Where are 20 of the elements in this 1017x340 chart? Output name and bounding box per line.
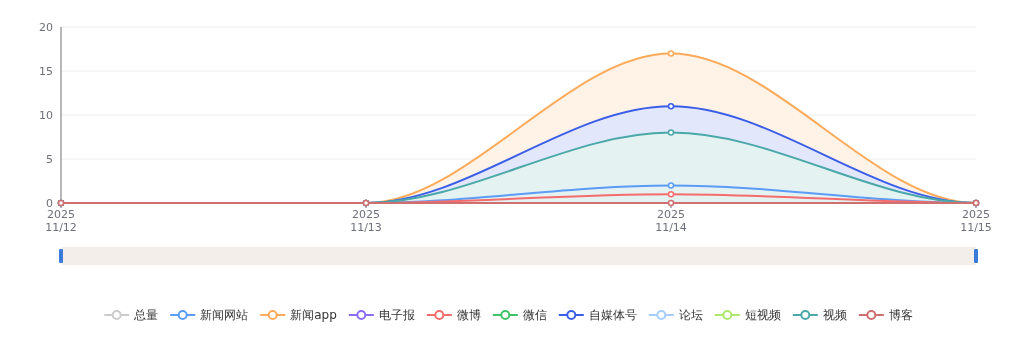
y-tick-label: 10 [39, 109, 53, 122]
legend-label: 视频 [822, 308, 847, 322]
y-tick-label: 15 [39, 65, 53, 78]
x-tick-label: 2025 11/14 [655, 208, 687, 234]
legend-label: 微信 [522, 308, 547, 322]
legend-label: 新闻网站 [200, 308, 249, 322]
y-tick-label: 0 [46, 197, 53, 210]
legend-label: 论坛 [678, 308, 703, 322]
x-tick-label: 2025 11/13 [350, 208, 382, 234]
y-tick-label: 5 [46, 153, 53, 166]
y-tick-label: 20 [39, 21, 53, 34]
x-tick-label: 2025 11/12 [45, 208, 77, 234]
legend-label: 新闻app [290, 308, 337, 322]
legend-label: 总量 [133, 308, 159, 322]
x-tick-label: 2025 11/15 [960, 208, 992, 234]
legend-label: 微博 [456, 308, 481, 322]
legend-label: 短视频 [744, 308, 781, 322]
legend-label: 自媒体号 [588, 308, 637, 322]
legend-label: 博客 [888, 308, 913, 322]
legend-label: 电子报 [378, 308, 415, 322]
